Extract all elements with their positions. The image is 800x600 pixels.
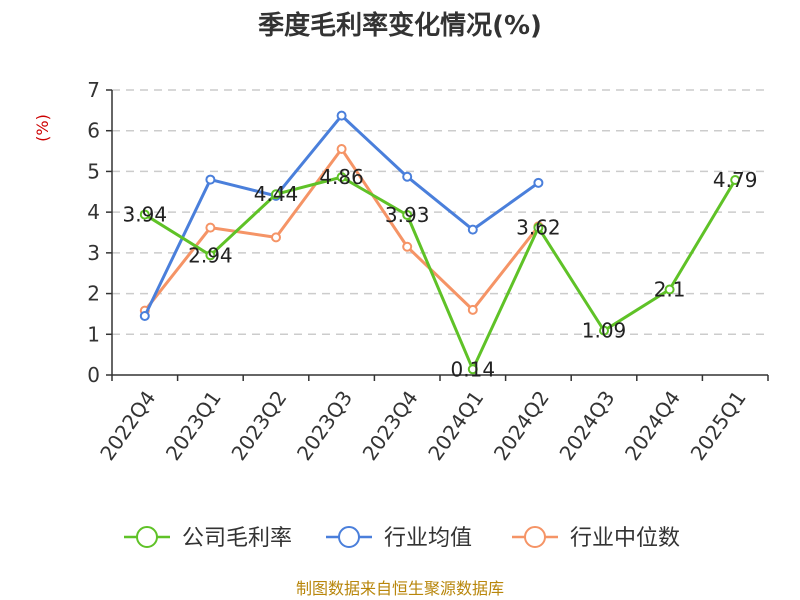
data-labels: 3.94 2.94 4.44 4.86 3.93 0.14 3.62 1.09 2.1 4.79	[123, 165, 758, 381]
legend-label: 行业均值	[384, 526, 472, 551]
series-point-0	[139, 209, 150, 220]
series-point-1	[336, 110, 347, 121]
series-point-0	[599, 325, 609, 336]
x-tick-label: 2024Q1	[423, 386, 488, 465]
series-point-1	[402, 171, 413, 182]
data-label: 4.44	[254, 182, 299, 206]
y-tick-label: 5	[87, 159, 100, 183]
legend-label: 行业中位数	[570, 526, 680, 551]
series-point-0	[205, 250, 216, 261]
x-tick-label: 2023Q1	[161, 386, 226, 465]
legend[interactable]: 公司毛利率 行业均值 行业中位数	[124, 526, 680, 551]
x-tick-label: 2023Q2	[226, 386, 291, 465]
x-tick-label: 2024Q4	[620, 386, 685, 465]
chart-title: 季度毛利率变化情况(%)	[258, 10, 542, 41]
x-tick-label: 2025Q1	[686, 386, 751, 465]
series-point-2	[467, 304, 478, 315]
series-point-2	[271, 232, 281, 243]
series-point-1	[533, 177, 544, 188]
legend-item-2[interactable]: 行业中位数	[512, 526, 680, 551]
series-point-1	[205, 174, 216, 185]
series-point-0	[533, 222, 544, 233]
y-tick-label: 2	[87, 282, 100, 306]
legend-item-1[interactable]: 行业均值	[326, 526, 472, 551]
y-axis-label: (%)	[33, 114, 52, 142]
series-point-0	[402, 209, 413, 220]
x-tick-label: 2024Q3	[554, 386, 619, 465]
series-point-1	[139, 310, 150, 321]
data-label: 3.62	[516, 216, 561, 240]
y-tick-label: 7	[87, 78, 100, 102]
series-point-2	[205, 222, 216, 233]
y-tick-label: 3	[87, 241, 100, 265]
legend-marker	[338, 526, 360, 548]
x-tick-label: 2024Q2	[489, 386, 554, 465]
data-label: 0.14	[451, 357, 496, 381]
series-point-0	[467, 364, 478, 375]
x-tick-label: 2022Q4	[95, 386, 160, 465]
source-note: 制图数据来自恒生聚源数据库	[296, 579, 504, 598]
series-point-0	[271, 189, 281, 200]
x-tick-label: 2023Q4	[358, 386, 423, 465]
data-label: 3.93	[385, 203, 430, 227]
series-point-2	[336, 144, 347, 155]
series-point-0	[664, 284, 675, 295]
data-label: 2.1	[654, 278, 686, 302]
data-label: 1.09	[582, 319, 627, 343]
series-point-2	[402, 241, 413, 252]
series-layer	[139, 110, 741, 375]
data-label: 4.86	[319, 165, 364, 189]
data-label: 2.94	[188, 243, 233, 267]
legend-label: 公司毛利率	[182, 526, 292, 551]
y-tick-label: 6	[87, 119, 100, 143]
y-tick-label: 4	[87, 200, 100, 224]
legend-marker	[524, 526, 546, 548]
series-line-0	[144, 175, 737, 371]
x-tick-label: 2023Q3	[292, 386, 357, 465]
y-tick-label: 1	[87, 322, 100, 346]
data-label: 4.79	[713, 168, 758, 192]
series-point-1	[467, 224, 478, 235]
series-point-0	[336, 172, 347, 183]
legend-item-0[interactable]: 公司毛利率	[124, 526, 292, 551]
data-label: 3.94	[123, 203, 168, 227]
y-tick-label: 0	[87, 363, 100, 387]
legend-marker	[136, 526, 158, 548]
series-point-0	[730, 174, 741, 185]
